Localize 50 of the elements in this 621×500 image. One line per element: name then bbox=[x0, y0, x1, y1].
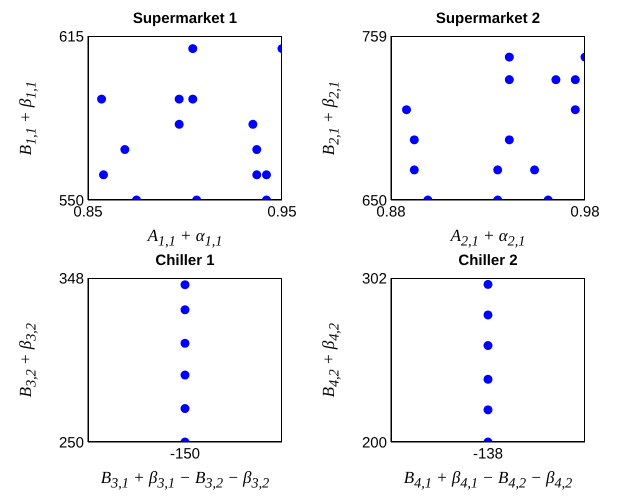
point bbox=[180, 280, 190, 290]
x-axis-title: A$_{1,1}$ + α$_{1,1}$ bbox=[146, 226, 224, 250]
point bbox=[180, 338, 190, 348]
point bbox=[410, 135, 419, 144]
point bbox=[570, 105, 580, 114]
point bbox=[180, 404, 190, 414]
point bbox=[99, 170, 108, 180]
x-axis-title: B$_{4,1}$ + β$_{4,1}$ − B$_{4,2}$ − β$_{4,2}$ bbox=[402, 468, 574, 492]
point bbox=[174, 120, 184, 129]
chart-title: Supermarket 1 bbox=[88, 10, 282, 27]
chart-title: Supermarket 2 bbox=[391, 10, 585, 27]
point bbox=[484, 374, 492, 384]
y-tick-label: 348 bbox=[58, 270, 84, 288]
point bbox=[484, 405, 492, 414]
point bbox=[484, 280, 492, 289]
point bbox=[484, 341, 492, 350]
point bbox=[180, 305, 190, 314]
point bbox=[180, 370, 190, 380]
point bbox=[402, 105, 412, 114]
y-tick-label: 302 bbox=[362, 270, 387, 288]
chart-title: Chiller 1 bbox=[88, 252, 282, 269]
point bbox=[410, 165, 419, 174]
point bbox=[551, 75, 560, 84]
point bbox=[570, 75, 580, 84]
point bbox=[530, 165, 540, 174]
point bbox=[252, 145, 262, 154]
point bbox=[262, 170, 271, 180]
point bbox=[120, 145, 130, 154]
point bbox=[97, 94, 106, 104]
x-axis-title: B$_{3,1}$ + β$_{3,1}$ − B$_{3,2}$ − β$_{3,2}$ bbox=[100, 468, 270, 492]
point bbox=[504, 135, 514, 144]
y-tick-label: 615 bbox=[58, 28, 84, 46]
y-tick-label: 759 bbox=[362, 28, 387, 46]
point bbox=[248, 120, 258, 129]
point bbox=[252, 170, 262, 180]
point bbox=[504, 52, 514, 62]
x-tick-label: 0.98 bbox=[570, 204, 600, 221]
x-tick-label: 0.95 bbox=[267, 204, 297, 221]
x-tick-label: -150 bbox=[170, 446, 200, 463]
point bbox=[493, 165, 502, 174]
y-tick-label: 250 bbox=[58, 434, 84, 452]
point bbox=[174, 94, 184, 104]
point bbox=[188, 44, 198, 54]
point bbox=[484, 310, 492, 320]
x-axis-title: A$_{2,1}$ + α$_{2,1}$ bbox=[448, 226, 526, 250]
y-tick-label: 200 bbox=[362, 434, 387, 452]
x-tick-label: -138 bbox=[472, 446, 504, 463]
point bbox=[504, 75, 514, 84]
point bbox=[188, 94, 198, 104]
chart-title: Chiller 2 bbox=[391, 252, 585, 269]
